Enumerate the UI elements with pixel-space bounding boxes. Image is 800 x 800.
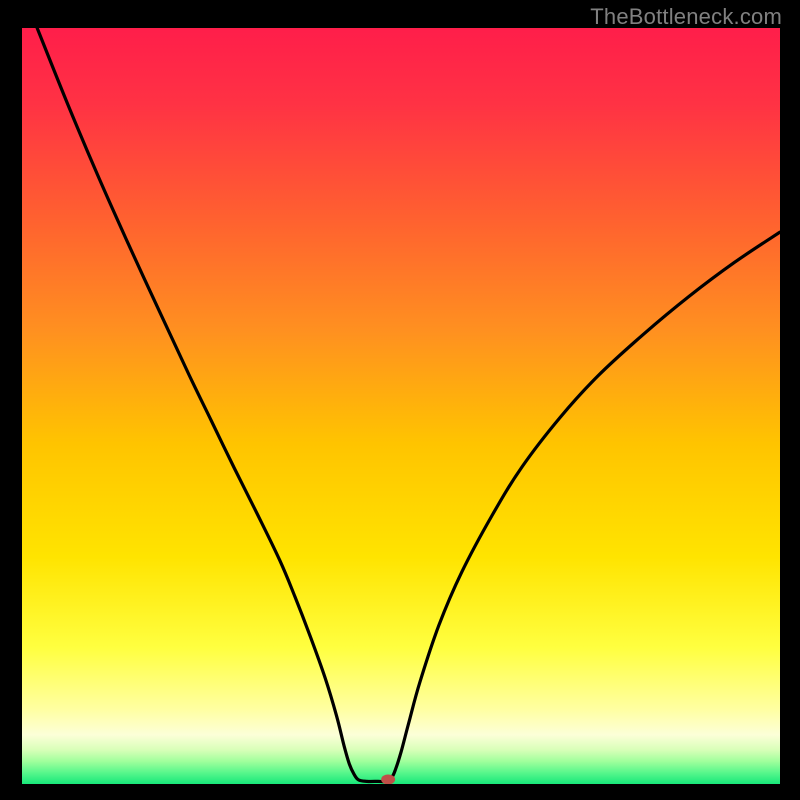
bottleneck-curve (37, 28, 780, 782)
curve-layer (22, 28, 780, 784)
watermark-text: TheBottleneck.com (590, 4, 782, 30)
touch-marker (381, 774, 395, 784)
chart-container: TheBottleneck.com (0, 0, 800, 800)
plot-frame (22, 28, 780, 784)
